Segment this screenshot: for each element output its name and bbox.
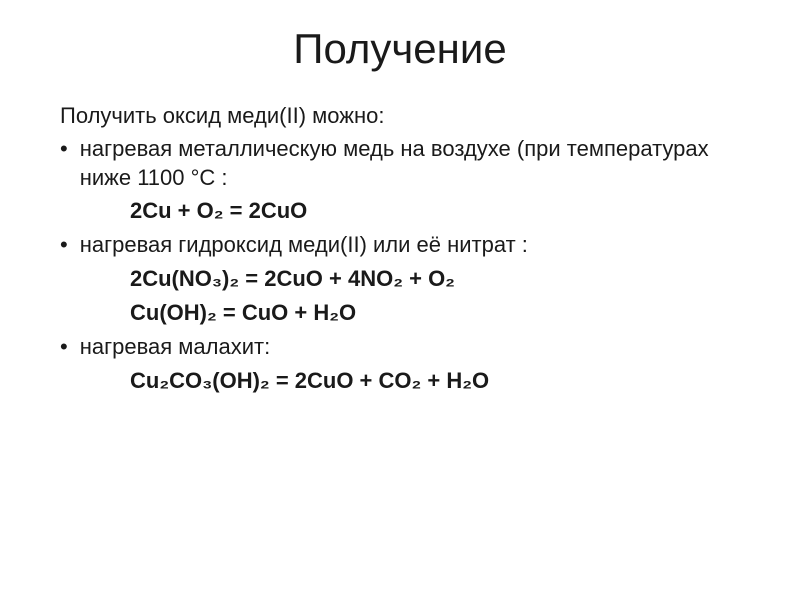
bullet-marker: • (60, 135, 68, 164)
bullet-text: нагревая гидроксид меди(II) или её нитра… (80, 231, 528, 260)
bullet-marker: • (60, 231, 68, 260)
intro-text: Получить оксид меди(II) можно: (60, 103, 740, 129)
equation: 2Cu(NO₃)₂ = 2CuO + 4NO₂ + O₂ (130, 264, 740, 295)
slide-title: Получение (60, 25, 740, 73)
equation: 2Cu + O₂ = 2CuO (130, 196, 740, 227)
bullet-marker: • (60, 333, 68, 362)
bullet-text: нагревая металлическую медь на воздухе (… (80, 135, 740, 192)
bullet-text: нагревая малахит: (80, 333, 271, 362)
equation: Cu(OH)₂ = CuO + H₂O (130, 298, 740, 329)
bullet-item-3: • нагревая малахит: Cu₂CO₃(OH)₂ = 2CuO +… (60, 333, 740, 396)
equation: Cu₂CO₃(OH)₂ = 2CuO + CO₂ + H₂O (130, 366, 740, 397)
bullet-item-1: • нагревая металлическую медь на воздухе… (60, 135, 740, 227)
bullet-item-2: • нагревая гидроксид меди(II) или её нит… (60, 231, 740, 329)
